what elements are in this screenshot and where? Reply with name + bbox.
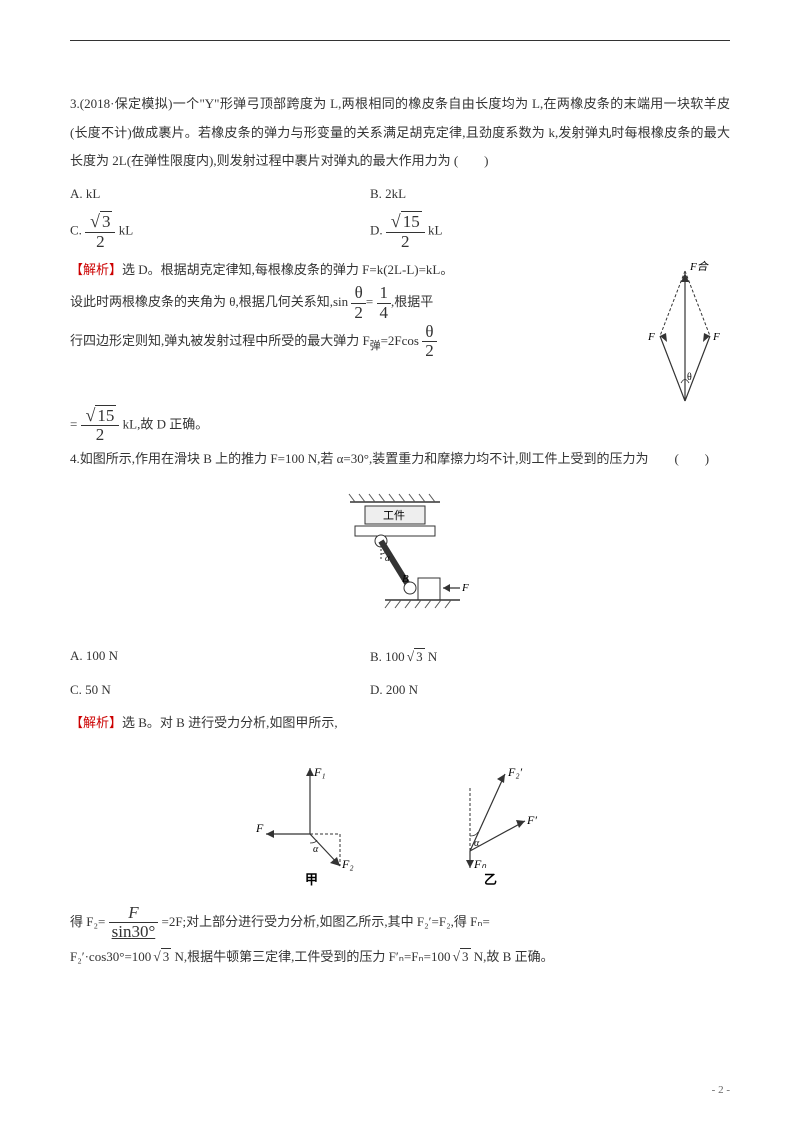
q4-fig-jia: F₁ F F₂ α 甲 (250, 756, 370, 886)
q3-number: 3. (70, 96, 80, 111)
q3-source: (2018·保定模拟) (80, 96, 173, 111)
q3-frac-14: 1 4 (377, 284, 392, 322)
svg-text:θ: θ (687, 372, 692, 383)
q3-d-prefix: D. (370, 223, 386, 238)
q3-d-frac: 15 2 (386, 212, 425, 251)
q3-analysis-4a: = (70, 416, 81, 431)
top-rule (70, 40, 730, 41)
svg-text:F₂′: F₂′ (507, 765, 523, 779)
q4-frac-fsin: F sin30° (109, 904, 159, 942)
svg-text:B: B (402, 573, 409, 585)
q3-frac-theta: θ 2 (351, 284, 366, 322)
q4-options-row2: C. 50 N D. 200 N (70, 676, 730, 705)
q3-analysis-3a: 行四边形定则知,弹丸被发射过程中所受的最大弹力 F (70, 333, 370, 348)
q4-figure: 工件 α B F (70, 488, 730, 629)
q4-analysis-3: F₂′·cos30°=1003 N,根据牛顿第三定律,工件受到的压力 F′ₙ=F… (70, 942, 730, 972)
svg-text:Fₙ: Fₙ (473, 857, 486, 871)
svg-text:F: F (712, 331, 720, 343)
q3-option-b: B. 2kL (370, 180, 730, 209)
svg-text:F′: F′ (526, 813, 537, 827)
svg-text:甲: 甲 (305, 872, 318, 886)
q4-analysis-2: 得 F₂= F sin30° =2F;对上部分进行受力分析,如图乙所示,其中 F… (70, 904, 730, 942)
q3-analysis-3b: =2Fcos (381, 333, 419, 348)
q4-option-c: C. 50 N (70, 676, 370, 705)
q3-frac-theta2: θ 2 (422, 323, 437, 361)
svg-text:F: F (255, 821, 264, 835)
q3-analysis-2a: 设此时两根橡皮条的夹角为 θ,根据几何关系知,sin (70, 295, 348, 310)
q4-stem: 4.如图所示,作用在滑块 B 上的推力 F=100 N,若 α=30°,装置重力… (70, 445, 730, 474)
q4-analysis-1: 【解析】选 B。对 B 进行受力分析,如图甲所示, (70, 709, 730, 738)
q3-d-val: kL (428, 223, 442, 238)
q3-analysis-2c: ,根据平 (391, 295, 433, 310)
q3-rhombus-figure: F合 F F θ (640, 256, 730, 406)
svg-text:F合: F合 (689, 260, 710, 273)
q3-frac-15: 15 2 (81, 406, 120, 445)
q4-force-figures: F₁ F F₂ α 甲 F₂′ F′ α Fₙ 乙 (70, 756, 730, 886)
q3-sub: 弹 (370, 339, 381, 351)
svg-text:F₂: F₂ (341, 857, 354, 871)
q4-option-b: B. 1003 N (370, 642, 730, 672)
q3-option-c: C. 3 2 kL (70, 212, 370, 251)
q4-stem-text: 如图所示,作用在滑块 B 上的推力 F=100 N,若 α=30°,装置重力和摩… (80, 451, 709, 466)
svg-text:α: α (474, 838, 480, 849)
svg-text:乙: 乙 (484, 872, 497, 886)
svg-text:F: F (647, 331, 655, 343)
svg-text:α: α (385, 553, 390, 563)
q3-c-frac: 3 2 (85, 212, 115, 251)
q3-analysis-2b: = (366, 295, 373, 310)
q3-option-d: D. 15 2 kL (370, 212, 730, 251)
q3-stem: 3.(2018·保定模拟)一个"Y"形弹弓顶部跨度为 L,两根相同的橡皮条自由长… (70, 90, 730, 176)
q3-c-val: kL (119, 223, 133, 238)
q4-options-row1: A. 100 N B. 1003 N (70, 642, 730, 672)
page-footer: - 2 - (712, 1078, 730, 1102)
q3-analysis-4b: kL,故 D 正确。 (123, 416, 209, 431)
svg-text:F: F (461, 582, 469, 594)
q4-option-d: D. 200 N (370, 676, 730, 705)
q3-analysis: F合 F F θ 【解析】选 D。根据胡克定律知,每根橡皮条的弹力 F=k(2L… (70, 256, 730, 445)
q3-analysis-1: 选 D。根据胡克定律知,每根橡皮条的弹力 F=k(2L-L)=kL。 (122, 262, 453, 277)
svg-text:F₁: F₁ (313, 765, 326, 779)
q4-number: 4. (70, 451, 80, 466)
q4-fig-yi: F₂′ F′ α Fₙ 乙 (430, 756, 550, 886)
q3-option-a: A. kL (70, 180, 370, 209)
q3-c-prefix: C. (70, 223, 85, 238)
q3-analysis-label: 【解析】 (70, 262, 122, 277)
q3-options-row1: A. kL B. 2kL (70, 180, 730, 209)
q3-options-row2: C. 3 2 kL D. 15 2 kL (70, 212, 730, 251)
q4-option-a: A. 100 N (70, 642, 370, 672)
svg-text:工件: 工件 (383, 509, 405, 522)
svg-text:α: α (313, 844, 319, 855)
q4-analysis-label: 【解析】 (70, 715, 122, 730)
